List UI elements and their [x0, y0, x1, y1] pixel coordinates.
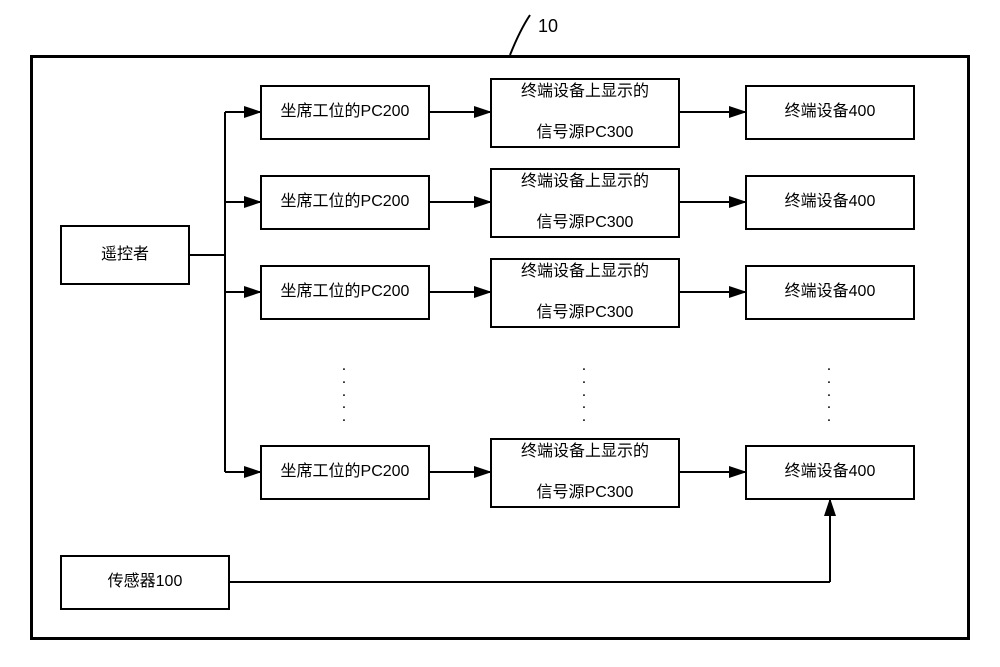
node-pc_d: 坐席工位的PC200	[260, 445, 430, 500]
node-text: 遥控者	[101, 245, 149, 266]
node-text: 信号源PC300	[537, 483, 634, 504]
node-text: 终端设备400	[785, 462, 876, 483]
vertical-ellipsis: .....	[570, 360, 600, 424]
node-text: 终端设备400	[785, 192, 876, 213]
node-text: 坐席工位的PC200	[281, 192, 410, 213]
node-src_a: 终端设备上显示的信号源PC300	[490, 78, 680, 148]
node-src_d: 终端设备上显示的信号源PC300	[490, 438, 680, 508]
vertical-ellipsis: .....	[330, 360, 360, 424]
node-text: 终端设备上显示的	[521, 442, 649, 463]
node-text: 坐席工位的PC200	[281, 462, 410, 483]
node-text: 信号源PC300	[537, 213, 634, 234]
node-text: 坐席工位的PC200	[281, 282, 410, 303]
node-text: 终端设备上显示的	[521, 262, 649, 283]
node-term_a: 终端设备400	[745, 85, 915, 140]
node-pc_b: 坐席工位的PC200	[260, 175, 430, 230]
node-term_b: 终端设备400	[745, 175, 915, 230]
node-text: 传感器100	[108, 572, 183, 593]
node-term_c: 终端设备400	[745, 265, 915, 320]
diagram-canvas: 10 遥控者传感器100 坐席工位的PC200 坐席工位的PC200 坐席工位的PC2…	[0, 0, 1000, 667]
node-text: 信号源PC300	[537, 303, 634, 324]
node-pc_c: 坐席工位的PC200	[260, 265, 430, 320]
node-remote: 遥控者	[60, 225, 190, 285]
figure-label: 10	[538, 16, 558, 37]
node-text: 终端设备400	[785, 282, 876, 303]
node-text: 终端设备上显示的	[521, 82, 649, 103]
node-text: 终端设备上显示的	[521, 172, 649, 193]
node-pc_a: 坐席工位的PC200	[260, 85, 430, 140]
vertical-ellipsis: .....	[815, 360, 845, 424]
node-src_b: 终端设备上显示的信号源PC300	[490, 168, 680, 238]
node-text: 坐席工位的PC200	[281, 102, 410, 123]
node-text: 终端设备400	[785, 102, 876, 123]
node-text: 信号源PC300	[537, 123, 634, 144]
node-term_d: 终端设备400	[745, 445, 915, 500]
node-sensor: 传感器100	[60, 555, 230, 610]
node-src_c: 终端设备上显示的信号源PC300	[490, 258, 680, 328]
